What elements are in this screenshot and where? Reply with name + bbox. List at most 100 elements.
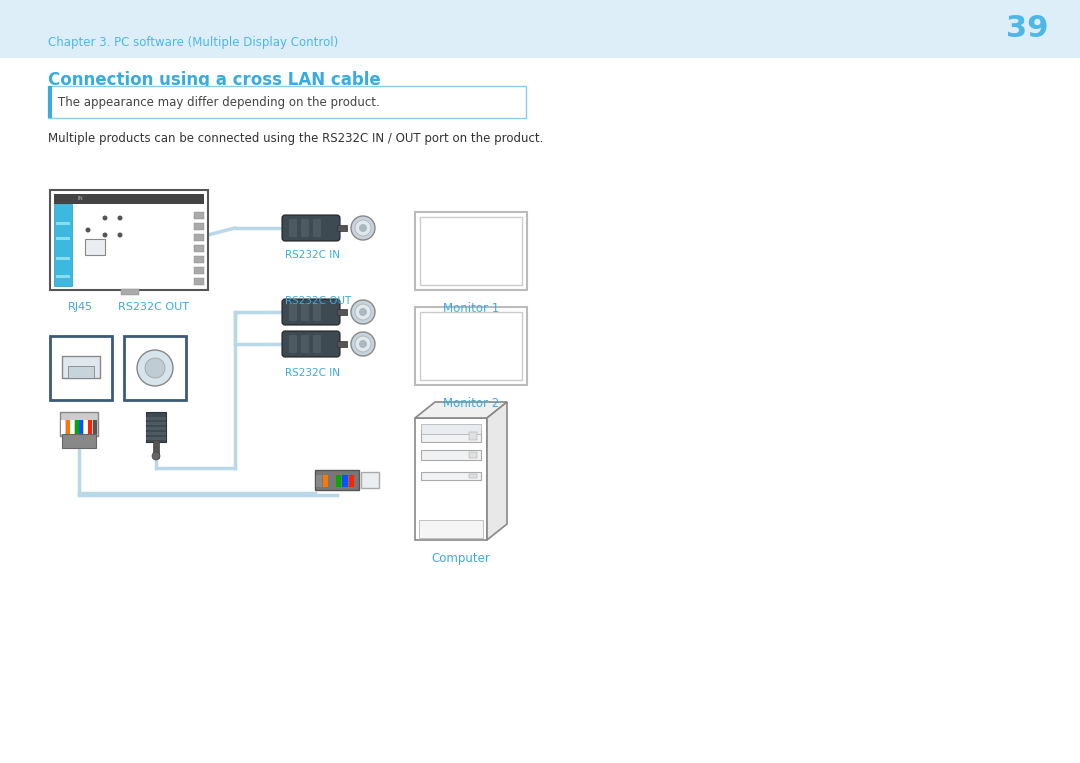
Circle shape: [85, 227, 91, 233]
Circle shape: [359, 340, 367, 348]
Bar: [62, 434, 96, 448]
Bar: [60, 412, 98, 436]
Bar: [289, 335, 297, 353]
Bar: [50, 336, 112, 400]
Circle shape: [351, 300, 375, 324]
Bar: [301, 219, 309, 237]
Bar: [194, 245, 204, 252]
Bar: [337, 225, 347, 231]
Circle shape: [351, 216, 375, 240]
Circle shape: [359, 308, 367, 316]
Text: Chapter 3. PC software (Multiple Display Control): Chapter 3. PC software (Multiple Display…: [48, 36, 338, 49]
Circle shape: [137, 350, 173, 386]
Bar: [415, 307, 527, 385]
Circle shape: [118, 233, 122, 237]
Bar: [420, 312, 522, 380]
Text: RS232C IN: RS232C IN: [285, 368, 340, 378]
FancyBboxPatch shape: [282, 299, 340, 325]
FancyBboxPatch shape: [282, 215, 340, 241]
Bar: [66, 420, 69, 434]
Bar: [337, 309, 347, 315]
Circle shape: [152, 452, 160, 460]
Bar: [323, 475, 328, 487]
Bar: [342, 475, 348, 487]
Bar: [48, 86, 526, 118]
Bar: [469, 474, 477, 478]
Polygon shape: [487, 402, 507, 540]
Circle shape: [355, 304, 372, 320]
Bar: [289, 219, 297, 237]
Bar: [56, 275, 70, 278]
Bar: [70, 420, 75, 434]
Bar: [194, 256, 204, 263]
Bar: [124, 336, 186, 400]
Bar: [146, 417, 166, 420]
Bar: [194, 223, 204, 230]
Bar: [289, 303, 297, 321]
Bar: [420, 217, 522, 285]
Text: The appearance may differ depending on the product.: The appearance may differ depending on t…: [58, 95, 380, 108]
Bar: [337, 341, 347, 347]
Circle shape: [355, 220, 372, 236]
Bar: [75, 420, 79, 434]
Text: RS232C OUT: RS232C OUT: [285, 296, 351, 306]
Bar: [421, 472, 481, 480]
Bar: [146, 427, 166, 430]
Bar: [469, 452, 477, 458]
Bar: [146, 432, 166, 435]
Bar: [85, 239, 105, 255]
Text: Multiple products can be connected using the RS232C IN / OUT port on the product: Multiple products can be connected using…: [48, 131, 543, 144]
Bar: [469, 432, 477, 440]
Bar: [68, 366, 94, 378]
Bar: [62, 356, 100, 378]
FancyBboxPatch shape: [282, 331, 340, 357]
Bar: [349, 475, 354, 487]
Circle shape: [118, 215, 122, 221]
Circle shape: [355, 336, 372, 352]
Text: RS232C IN: RS232C IN: [285, 250, 340, 260]
Bar: [313, 219, 321, 237]
Bar: [79, 420, 83, 434]
Text: IN: IN: [78, 195, 84, 201]
Bar: [54, 194, 204, 204]
Polygon shape: [415, 402, 507, 418]
Text: Monitor 2: Monitor 2: [443, 397, 499, 410]
Text: Monitor 1: Monitor 1: [443, 302, 499, 315]
Bar: [146, 437, 166, 440]
Circle shape: [103, 215, 108, 221]
Bar: [0, 0, 1080, 58]
Bar: [421, 430, 481, 442]
Bar: [146, 412, 166, 442]
Bar: [194, 212, 204, 219]
Bar: [421, 424, 481, 434]
Bar: [48, 86, 52, 118]
Bar: [415, 212, 527, 290]
Bar: [316, 475, 322, 487]
Bar: [153, 440, 159, 458]
Bar: [336, 475, 341, 487]
Text: RJ45: RJ45: [67, 302, 93, 312]
Bar: [56, 257, 70, 260]
Bar: [301, 303, 309, 321]
Bar: [50, 190, 208, 290]
Bar: [93, 420, 96, 434]
Text: Computer: Computer: [432, 552, 490, 565]
Circle shape: [145, 358, 165, 378]
Bar: [54, 204, 72, 286]
Bar: [56, 237, 70, 240]
Bar: [315, 470, 359, 490]
Bar: [419, 520, 483, 538]
Bar: [421, 450, 481, 460]
Bar: [313, 335, 321, 353]
Bar: [194, 267, 204, 274]
Bar: [194, 234, 204, 241]
Bar: [415, 418, 487, 540]
Text: 39: 39: [1005, 14, 1048, 43]
Bar: [194, 278, 204, 285]
Bar: [83, 420, 87, 434]
Bar: [56, 222, 70, 225]
Text: RS232C OUT: RS232C OUT: [119, 302, 189, 312]
Bar: [301, 335, 309, 353]
Bar: [146, 422, 166, 425]
Circle shape: [351, 332, 375, 356]
